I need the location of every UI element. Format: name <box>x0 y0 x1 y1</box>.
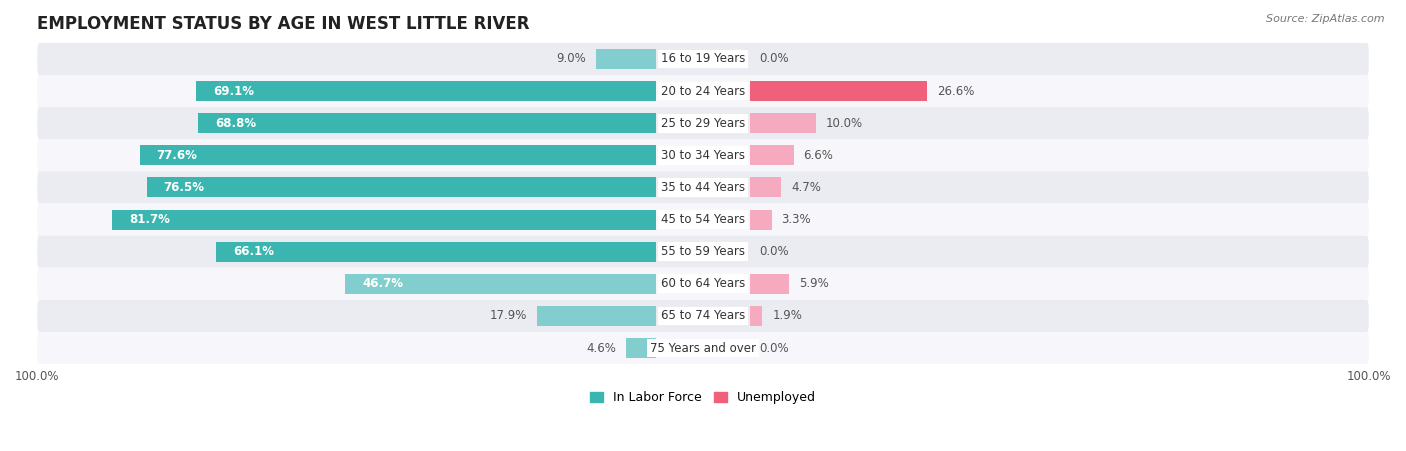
Bar <box>749 145 793 165</box>
Bar <box>749 81 927 101</box>
Text: 75 Years and over: 75 Years and over <box>650 341 756 354</box>
Bar <box>139 145 657 165</box>
FancyBboxPatch shape <box>37 332 1369 364</box>
FancyBboxPatch shape <box>37 300 1369 332</box>
Text: 4.7%: 4.7% <box>792 181 821 194</box>
Text: 69.1%: 69.1% <box>212 85 254 97</box>
Text: 77.6%: 77.6% <box>156 149 197 162</box>
Text: 0.0%: 0.0% <box>759 52 789 65</box>
Text: 46.7%: 46.7% <box>363 277 404 290</box>
Text: 26.6%: 26.6% <box>936 85 974 97</box>
Text: 0.0%: 0.0% <box>759 245 789 258</box>
Text: 55 to 59 Years: 55 to 59 Years <box>661 245 745 258</box>
Bar <box>749 113 815 133</box>
Bar <box>198 113 657 133</box>
Text: 60 to 64 Years: 60 to 64 Years <box>661 277 745 290</box>
Text: 35 to 44 Years: 35 to 44 Years <box>661 181 745 194</box>
FancyBboxPatch shape <box>37 139 1369 171</box>
Text: Source: ZipAtlas.com: Source: ZipAtlas.com <box>1267 14 1385 23</box>
Text: 9.0%: 9.0% <box>557 52 586 65</box>
Bar <box>112 210 657 230</box>
Bar <box>596 49 657 69</box>
Text: 3.3%: 3.3% <box>782 213 811 226</box>
Bar <box>749 210 772 230</box>
Text: EMPLOYMENT STATUS BY AGE IN WEST LITTLE RIVER: EMPLOYMENT STATUS BY AGE IN WEST LITTLE … <box>37 15 530 33</box>
Text: 17.9%: 17.9% <box>489 309 527 322</box>
Text: 20 to 24 Years: 20 to 24 Years <box>661 85 745 97</box>
FancyBboxPatch shape <box>37 235 1369 268</box>
FancyBboxPatch shape <box>37 43 1369 75</box>
Text: 6.6%: 6.6% <box>803 149 834 162</box>
Text: 45 to 54 Years: 45 to 54 Years <box>661 213 745 226</box>
Text: 65 to 74 Years: 65 to 74 Years <box>661 309 745 322</box>
Text: 5.9%: 5.9% <box>799 277 828 290</box>
Text: 68.8%: 68.8% <box>215 117 256 130</box>
Bar <box>749 274 789 294</box>
FancyBboxPatch shape <box>37 75 1369 107</box>
Legend: In Labor Force, Unemployed: In Labor Force, Unemployed <box>585 387 821 410</box>
Bar <box>626 338 657 358</box>
Text: 30 to 34 Years: 30 to 34 Years <box>661 149 745 162</box>
Text: 76.5%: 76.5% <box>163 181 205 194</box>
Bar <box>346 274 657 294</box>
Text: 25 to 29 Years: 25 to 29 Years <box>661 117 745 130</box>
FancyBboxPatch shape <box>37 268 1369 300</box>
Bar <box>148 178 657 198</box>
Bar <box>197 81 657 101</box>
Text: 66.1%: 66.1% <box>233 245 274 258</box>
Text: 0.0%: 0.0% <box>759 341 789 354</box>
Text: 10.0%: 10.0% <box>827 117 863 130</box>
FancyBboxPatch shape <box>37 107 1369 139</box>
Bar <box>749 178 780 198</box>
FancyBboxPatch shape <box>37 171 1369 203</box>
Bar <box>749 306 762 326</box>
Bar <box>537 306 657 326</box>
Text: 16 to 19 Years: 16 to 19 Years <box>661 52 745 65</box>
Text: 81.7%: 81.7% <box>129 213 170 226</box>
Bar <box>217 242 657 262</box>
FancyBboxPatch shape <box>37 203 1369 235</box>
Text: 1.9%: 1.9% <box>772 309 801 322</box>
Text: 4.6%: 4.6% <box>586 341 616 354</box>
